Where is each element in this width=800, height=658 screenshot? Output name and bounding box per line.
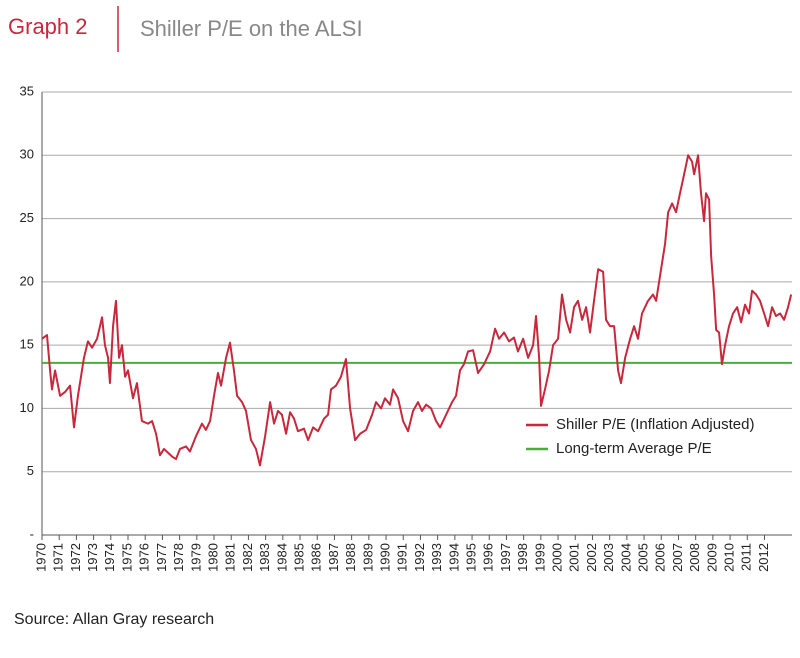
- x-tick-label: 1995: [463, 543, 478, 572]
- x-tick-label: 1975: [119, 543, 134, 572]
- y-tick-label: 25: [20, 210, 34, 225]
- y-tick-label: 10: [20, 400, 34, 415]
- x-tick-label: 2010: [722, 543, 737, 572]
- x-tick-label: 1993: [429, 543, 444, 572]
- legend-label: Shiller P/E (Inflation Adjusted): [556, 416, 754, 433]
- x-tick-label: 1983: [257, 543, 272, 572]
- legend-label: Long-term Average P/E: [556, 440, 712, 457]
- x-tick-label: 1984: [274, 543, 289, 572]
- x-tick-label: 1985: [291, 543, 306, 572]
- x-tick-label: 1978: [171, 543, 186, 572]
- source-note: Source: Allan Gray research: [14, 611, 214, 628]
- x-tick-label: 1981: [223, 543, 238, 572]
- x-tick-label: 1986: [309, 543, 324, 572]
- x-tick-label: 1974: [102, 543, 117, 572]
- y-tick-label: 15: [20, 337, 34, 352]
- x-tick-label: 1976: [137, 543, 152, 572]
- x-tick-label: 1972: [68, 543, 83, 572]
- x-tick-label: 1971: [51, 543, 66, 572]
- x-tick-label: 1982: [240, 543, 255, 572]
- x-tick-label: 1994: [446, 543, 461, 572]
- chart-title: Shiller P/E on the ALSI: [140, 16, 363, 41]
- x-tick-label: 2003: [601, 543, 616, 572]
- y-tick-label: 20: [20, 273, 34, 288]
- x-tick-label: 1996: [481, 543, 496, 572]
- x-tick-label: 2001: [567, 543, 582, 572]
- x-tick-label: 2011: [739, 543, 754, 571]
- x-tick-label: 2008: [687, 543, 702, 572]
- x-tick-label: 2002: [584, 543, 599, 572]
- legend-bg: [520, 414, 792, 436]
- series-line: [41, 154, 793, 467]
- x-tick-label: 1970: [33, 543, 48, 572]
- x-tick-label: 1973: [85, 543, 100, 572]
- x-tick-label: 2006: [653, 543, 668, 572]
- x-tick-label: 1992: [412, 543, 427, 572]
- x-tick-label: 1991: [395, 543, 410, 572]
- y-tick-label: 5: [27, 463, 34, 478]
- x-tick-label: 1998: [515, 543, 530, 572]
- x-tick-label: 1977: [154, 543, 169, 572]
- x-tick-label: 1979: [188, 543, 203, 572]
- x-tick-label: 2012: [756, 543, 771, 572]
- x-tick-label: 1980: [205, 543, 220, 572]
- graph-label: Graph 2: [8, 14, 88, 39]
- x-tick-label: 1997: [498, 543, 513, 572]
- x-tick-label: 1988: [343, 543, 358, 572]
- x-tick-label: 1999: [532, 543, 547, 572]
- x-tick-label: 2005: [636, 543, 651, 572]
- x-tick-label: 2007: [670, 543, 685, 572]
- x-tick-label: 1987: [326, 543, 341, 572]
- y-tick-label: 30: [20, 147, 34, 162]
- y-tick-label: -: [30, 526, 34, 541]
- x-tick-label: 2000: [549, 543, 564, 572]
- legend-bg: [520, 438, 792, 460]
- x-tick-label: 2009: [704, 543, 719, 572]
- x-tick-label: 2004: [618, 543, 633, 572]
- x-tick-label: 1990: [377, 543, 392, 572]
- y-tick-label: 35: [20, 83, 34, 98]
- x-tick-label: 1989: [360, 543, 375, 572]
